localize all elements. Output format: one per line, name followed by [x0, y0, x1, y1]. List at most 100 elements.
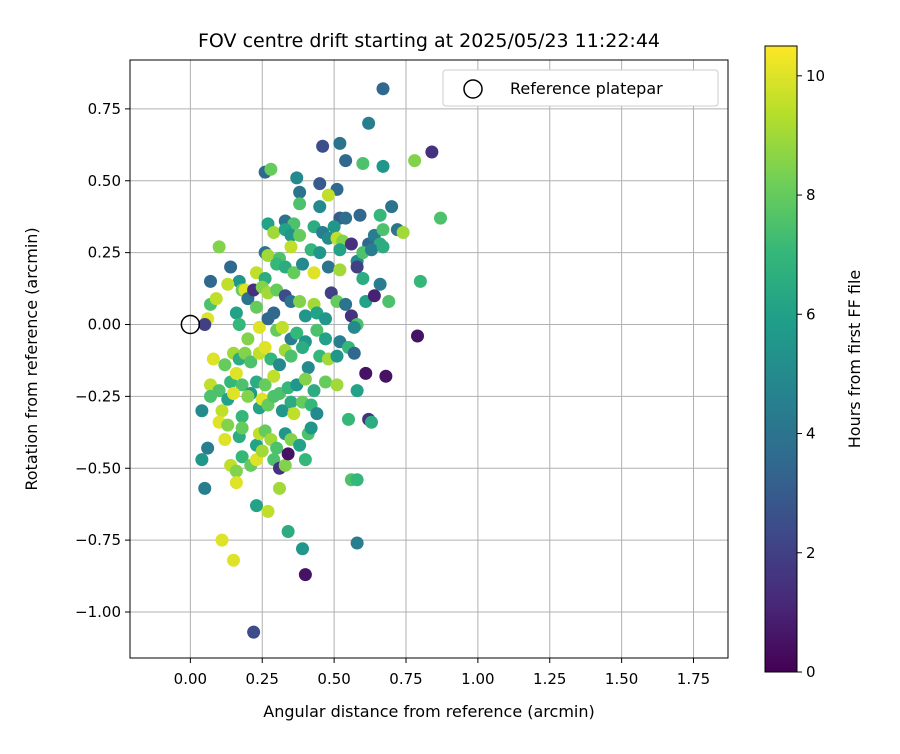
data-point — [376, 159, 390, 173]
data-point — [267, 389, 281, 403]
data-point — [235, 410, 249, 423]
data-point — [347, 346, 361, 360]
y-tick-label: −0.25 — [75, 387, 121, 405]
data-point — [198, 318, 212, 331]
data-point — [333, 243, 347, 257]
data-point — [293, 197, 307, 211]
y-tick-label: −0.75 — [75, 531, 121, 549]
data-point — [287, 407, 301, 421]
data-point — [373, 208, 387, 222]
data-point — [293, 228, 307, 242]
data-point — [204, 389, 217, 403]
data-point — [229, 464, 243, 478]
data-point — [241, 389, 255, 403]
data-point — [298, 309, 312, 323]
data-point — [227, 553, 240, 567]
data-point — [273, 358, 286, 372]
x-tick-label: 0.00 — [174, 670, 207, 688]
data-point — [227, 387, 240, 400]
data-point — [198, 481, 212, 495]
y-tick-label: −0.50 — [75, 459, 121, 477]
colorbar-tick-label: 6 — [806, 305, 816, 323]
data-point — [261, 249, 275, 262]
data-point — [215, 533, 229, 547]
data-point — [250, 499, 263, 513]
data-point — [356, 272, 370, 285]
colorbar-gradient — [764, 45, 798, 673]
data-point — [241, 332, 255, 346]
data-point — [413, 274, 427, 288]
data-point — [316, 139, 330, 153]
data-point — [298, 568, 312, 582]
data-point — [293, 295, 307, 308]
data-point — [385, 200, 399, 214]
data-point — [298, 453, 312, 467]
data-point — [376, 223, 390, 237]
data-point — [229, 476, 243, 490]
data-point — [301, 361, 315, 375]
y-tick-label: 0.25 — [88, 244, 121, 262]
data-point — [304, 421, 318, 435]
data-point — [425, 145, 439, 159]
y-axis-label: Rotation from reference (arcmin) — [22, 227, 41, 490]
data-point — [339, 297, 353, 311]
colorbar-tick-label: 10 — [806, 67, 825, 85]
data-point — [350, 260, 364, 274]
y-tick-label: 0.50 — [88, 172, 121, 190]
data-point — [258, 378, 272, 392]
data-point — [396, 226, 410, 239]
data-point — [275, 404, 289, 418]
data-point — [212, 240, 226, 254]
data-point — [218, 433, 232, 446]
data-point — [235, 450, 249, 464]
data-point — [353, 208, 367, 222]
data-point — [321, 188, 335, 202]
y-tick-label: −1.00 — [75, 603, 121, 621]
data-point — [293, 185, 307, 199]
data-point — [362, 116, 376, 130]
data-point — [339, 154, 353, 168]
data-point — [365, 415, 378, 429]
colorbar-ticks: 0 2 4 6 8 10 — [797, 67, 825, 681]
data-point — [290, 326, 304, 340]
data-point — [313, 200, 327, 214]
data-point — [270, 441, 284, 455]
data-point — [382, 295, 396, 308]
legend-marker — [463, 79, 483, 99]
x-tick-label: 0.50 — [317, 670, 350, 688]
data-point — [284, 349, 298, 363]
data-point — [330, 378, 344, 392]
data-point — [235, 378, 249, 392]
data-point — [232, 318, 246, 331]
data-point — [284, 395, 298, 409]
chart-title: FOV centre drift starting at 2025/05/23 … — [198, 30, 660, 52]
data-point — [298, 372, 312, 386]
data-point — [278, 458, 292, 472]
data-point — [310, 323, 324, 337]
data-point — [209, 292, 223, 306]
data-point — [333, 136, 347, 150]
data-point — [296, 542, 309, 556]
data-point — [327, 220, 341, 234]
data-point — [376, 240, 390, 254]
data-point — [356, 157, 370, 170]
data-point — [376, 82, 390, 96]
data-point — [296, 257, 309, 271]
data-point — [296, 341, 309, 354]
data-point — [252, 320, 266, 334]
data-point — [379, 369, 393, 383]
colorbar-tick-label: 2 — [806, 544, 816, 562]
data-point — [293, 438, 307, 452]
data-point — [319, 332, 332, 346]
data-point — [333, 263, 347, 277]
data-point — [229, 306, 243, 320]
data-point — [290, 171, 304, 185]
data-point — [195, 453, 209, 467]
data-point — [261, 504, 275, 518]
data-point — [204, 274, 217, 288]
data-point — [319, 312, 332, 326]
data-point — [258, 341, 272, 354]
data-point — [321, 260, 335, 274]
x-tick-label: 0.75 — [389, 670, 422, 688]
